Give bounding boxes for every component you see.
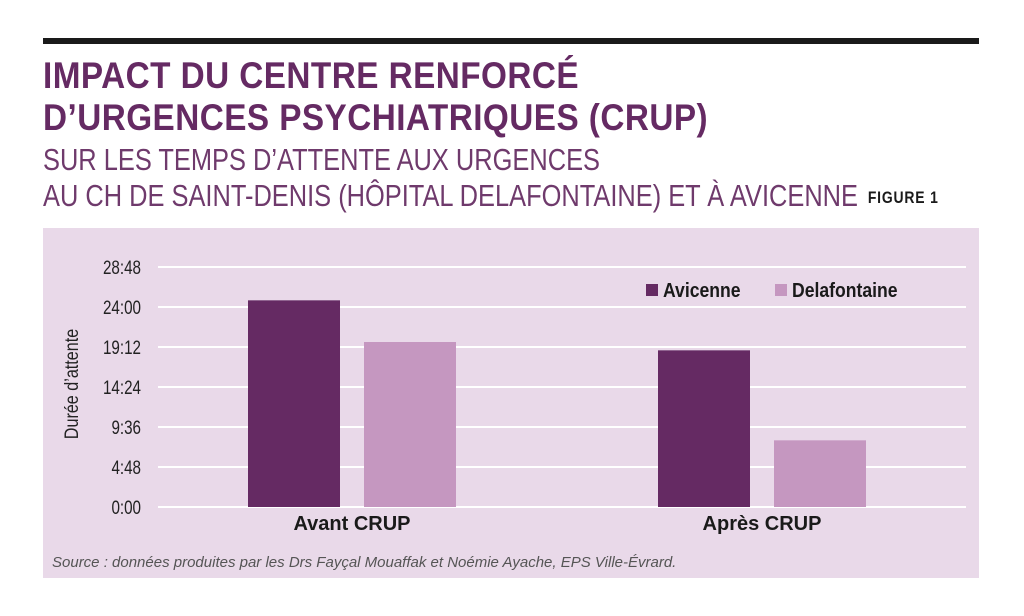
y-tick-label: 19:12: [103, 336, 141, 358]
y-tick-label: 0:00: [111, 496, 141, 518]
title-line-1: IMPACT DU CENTRE RENFORCÉ: [43, 55, 580, 96]
subtitle-line-1: SUR LES TEMPS D’ATTENTE AUX URGENCES: [43, 142, 600, 177]
x-category-label: Avant CRUP: [293, 513, 410, 535]
x-category-label: Après CRUP: [703, 513, 822, 535]
figure-label: FIGURE 1: [867, 188, 939, 207]
y-tick-label: 14:24: [103, 376, 141, 398]
y-tick-label: 28:48: [103, 256, 141, 278]
y-tick-label: 9:36: [111, 416, 141, 438]
top-rule: [43, 38, 979, 44]
legend-swatch-avicenne: [646, 284, 658, 296]
subtitle-line-2: AU CH DE SAINT-DENIS (HÔPITAL DELAFONTAI…: [43, 178, 938, 216]
bar-delafontaine-apres: [774, 440, 866, 507]
chart-panel: [43, 228, 979, 578]
title-line-2: D’URGENCES PSYCHIATRIQUES (CRUP): [43, 97, 709, 138]
legend-label-delafontaine: Delafontaine: [792, 279, 898, 301]
y-tick-label: 4:48: [111, 456, 141, 478]
y-axis-label: Durée d’attente: [61, 329, 83, 440]
bar-delafontaine-avant: [364, 342, 456, 507]
legend-label-avicenne: Avicenne: [663, 279, 741, 301]
source-note: Source : données produites par les Drs F…: [52, 554, 677, 571]
chart-title: IMPACT DU CENTRE RENFORCÉ D’URGENCES PSY…: [43, 55, 853, 139]
bar-avicenne-apres: [658, 350, 750, 507]
chart-subtitle: SUR LES TEMPS D’ATTENTE AUX URGENCES AU …: [43, 142, 938, 216]
y-tick-label: 24:00: [103, 296, 141, 318]
bar-avicenne-avant: [248, 300, 340, 507]
subtitle-line-2-text: AU CH DE SAINT-DENIS (HÔPITAL DELAFONTAI…: [43, 178, 859, 213]
legend-swatch-delafontaine: [775, 284, 787, 296]
